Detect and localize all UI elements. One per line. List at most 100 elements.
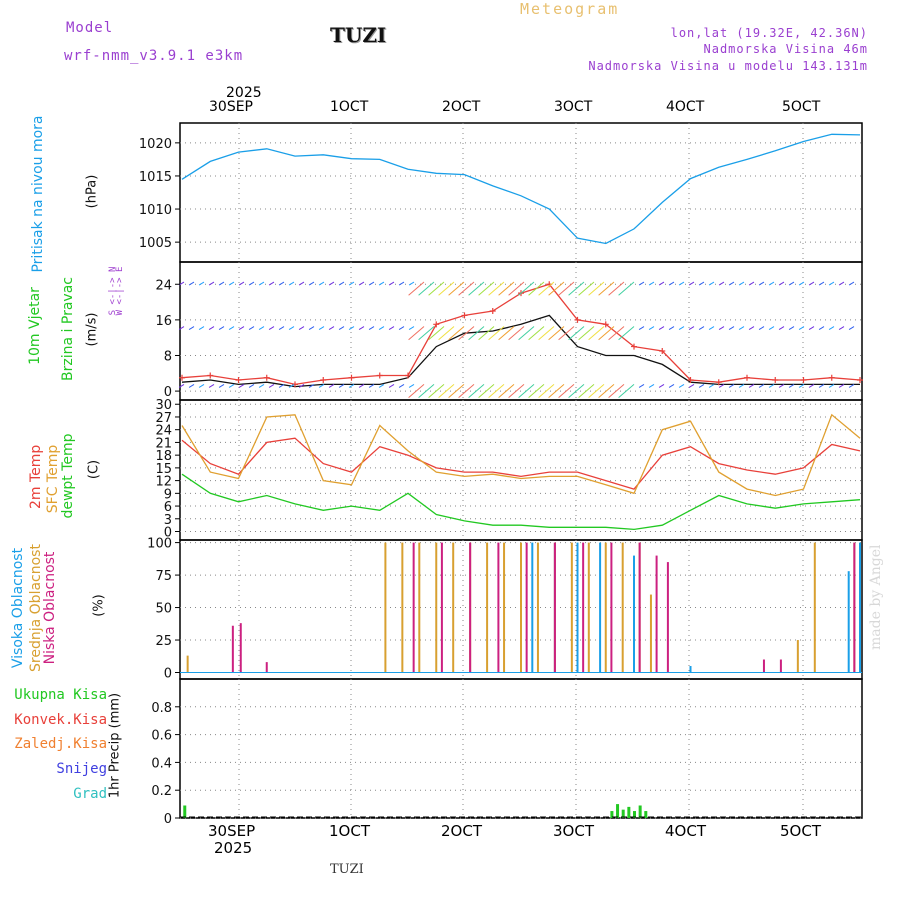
wind-barb-0-1 xyxy=(188,383,195,388)
gust-point-11 xyxy=(489,307,496,314)
wind-barb-0-30 xyxy=(468,384,485,398)
wind-barb-0-15 xyxy=(328,383,335,388)
model-elevation-label: Nadmorska Visina u modelu 143.131m xyxy=(588,59,868,73)
wind-barb-2-66 xyxy=(838,281,845,286)
ytick-label-2-1: 3 xyxy=(164,513,172,528)
wind-barb-0-56 xyxy=(738,383,745,388)
wind-barb-2-14 xyxy=(318,281,325,286)
wind-barb-1-47 xyxy=(648,326,655,330)
gust-point-24 xyxy=(857,376,863,383)
wind-barb-1-46 xyxy=(638,326,645,330)
bar-3-srednja-oblacnost-0 xyxy=(186,655,189,673)
bar-3-visoka-oblacnost-7 xyxy=(859,542,861,673)
wind-barb-0-7 xyxy=(248,383,255,388)
wind-barb-2-39 xyxy=(558,281,575,296)
wind-barb-2-23 xyxy=(408,281,415,286)
wind-barb-2-61 xyxy=(788,281,795,286)
top-tick-0: 30SEP xyxy=(209,99,253,115)
wind-barb-1-60 xyxy=(778,326,785,330)
wind-barb-1-50 xyxy=(678,326,685,330)
wind-barb-2-27 xyxy=(438,281,455,296)
bar-4-ukupna-kisa-3 xyxy=(621,809,625,818)
bar-3-niska-oblacnost-14 xyxy=(762,659,765,673)
wind-barb-0-26 xyxy=(428,384,445,398)
bar-3-srednja-oblacnost-10 xyxy=(536,542,539,673)
wind-barb-0-0 xyxy=(178,383,185,388)
wind-barb-0-64 xyxy=(818,383,825,388)
wind-barb-0-60 xyxy=(778,383,785,388)
bar-3-srednja-oblacnost-8 xyxy=(503,542,506,673)
wind-barb-2-67 xyxy=(848,281,855,286)
wind-barb-1-45 xyxy=(618,326,635,341)
wind-barb-1-40 xyxy=(568,326,585,341)
wind-barb-1-65 xyxy=(828,326,835,330)
bar-3-niska-oblacnost-2 xyxy=(265,662,268,673)
wind-barb-1-5 xyxy=(228,326,235,330)
gust-point-17 xyxy=(659,348,666,355)
bar-4-ukupna-kisa-6 xyxy=(638,805,642,818)
wind-barb-1-59 xyxy=(768,326,775,330)
wind-barb-1-15 xyxy=(328,326,335,330)
wind-barb-2-2 xyxy=(198,281,205,286)
bottom-year: 2025 xyxy=(214,839,253,857)
wind-barb-2-42 xyxy=(588,281,605,296)
top-tick-4: 4OCT xyxy=(666,99,705,115)
wind-barb-2-59 xyxy=(768,281,775,286)
wind-barb-2-43 xyxy=(598,281,615,296)
wind-barb-0-47 xyxy=(648,383,655,388)
gust-point-7 xyxy=(376,372,383,379)
ytick-label-3-4: 100 xyxy=(147,537,172,552)
wind-barb-0-58 xyxy=(758,383,765,388)
wind-barb-0-59 xyxy=(768,383,775,388)
wind-barb-2-15 xyxy=(328,281,335,286)
wind-barb-1-2 xyxy=(198,326,205,330)
bar-3-srednja-oblacnost-19 xyxy=(813,542,816,673)
gust-point-18 xyxy=(687,376,694,383)
wind-barb-0-40 xyxy=(568,384,585,398)
precip-legend-conv: Konvek.Kisa xyxy=(14,712,107,728)
bar-4-ukupna-kisa-2 xyxy=(616,804,620,818)
wind-barb-0-35 xyxy=(518,384,535,398)
wind-barb-2-36 xyxy=(528,281,545,296)
wind-barb-0-34 xyxy=(508,384,525,398)
bar-4-ukupna-kisa-4 xyxy=(627,806,631,818)
wind-barb-0-23 xyxy=(408,383,415,388)
gust-point-6 xyxy=(348,374,355,381)
bar-3-visoka-oblacnost-6 xyxy=(847,571,850,673)
wind-barb-2-21 xyxy=(388,281,395,286)
wind-barb-2-33 xyxy=(498,281,515,296)
wind-barb-1-17 xyxy=(348,326,355,330)
ytick-label-4-1: 0.2 xyxy=(151,784,172,799)
ytick-label-2-9: 27 xyxy=(155,411,172,426)
bar-3-niska-oblacnost-15 xyxy=(779,659,782,673)
ytick-label-4-4: 0.8 xyxy=(151,701,172,716)
bar-3-niska-oblacnost-11 xyxy=(638,542,641,673)
wind-barb-2-54 xyxy=(718,281,725,286)
ytick-label-0-2: 1015 xyxy=(139,170,172,185)
top-tick-3: 3OCT xyxy=(554,99,593,115)
precip-legend-grad: Grad xyxy=(73,786,107,802)
wind-barb-1-12 xyxy=(298,326,305,330)
gust-point-1 xyxy=(207,372,214,379)
wind-barb-1-19 xyxy=(368,326,375,330)
wind-barb-1-42 xyxy=(588,326,605,341)
wind-barb-1-26 xyxy=(428,326,445,341)
wind-barb-2-6 xyxy=(238,281,245,286)
wind-barb-1-13 xyxy=(308,326,315,330)
wind-barb-1-29 xyxy=(458,326,475,341)
bottom-tick-5: 5OCT xyxy=(780,822,821,840)
wind-barb-2-37 xyxy=(538,281,555,296)
wind-barb-2-7 xyxy=(248,281,255,286)
wind-barb-1-43 xyxy=(598,326,615,341)
gust-point-22 xyxy=(800,376,807,383)
wind-barb-1-51 xyxy=(688,326,695,330)
precip-legend-snow: Snijeg xyxy=(56,761,107,777)
series-0-pressure xyxy=(181,133,861,245)
wind-barb-2-13 xyxy=(308,281,315,286)
bar-3-visoka-oblacnost-2 xyxy=(576,542,579,673)
gust-point-14 xyxy=(574,316,581,323)
wind-barb-0-45 xyxy=(618,384,635,398)
wind-barb-2-11 xyxy=(288,281,295,286)
wind-barb-2-1 xyxy=(188,281,195,286)
wind-barb-1-37 xyxy=(538,326,555,341)
